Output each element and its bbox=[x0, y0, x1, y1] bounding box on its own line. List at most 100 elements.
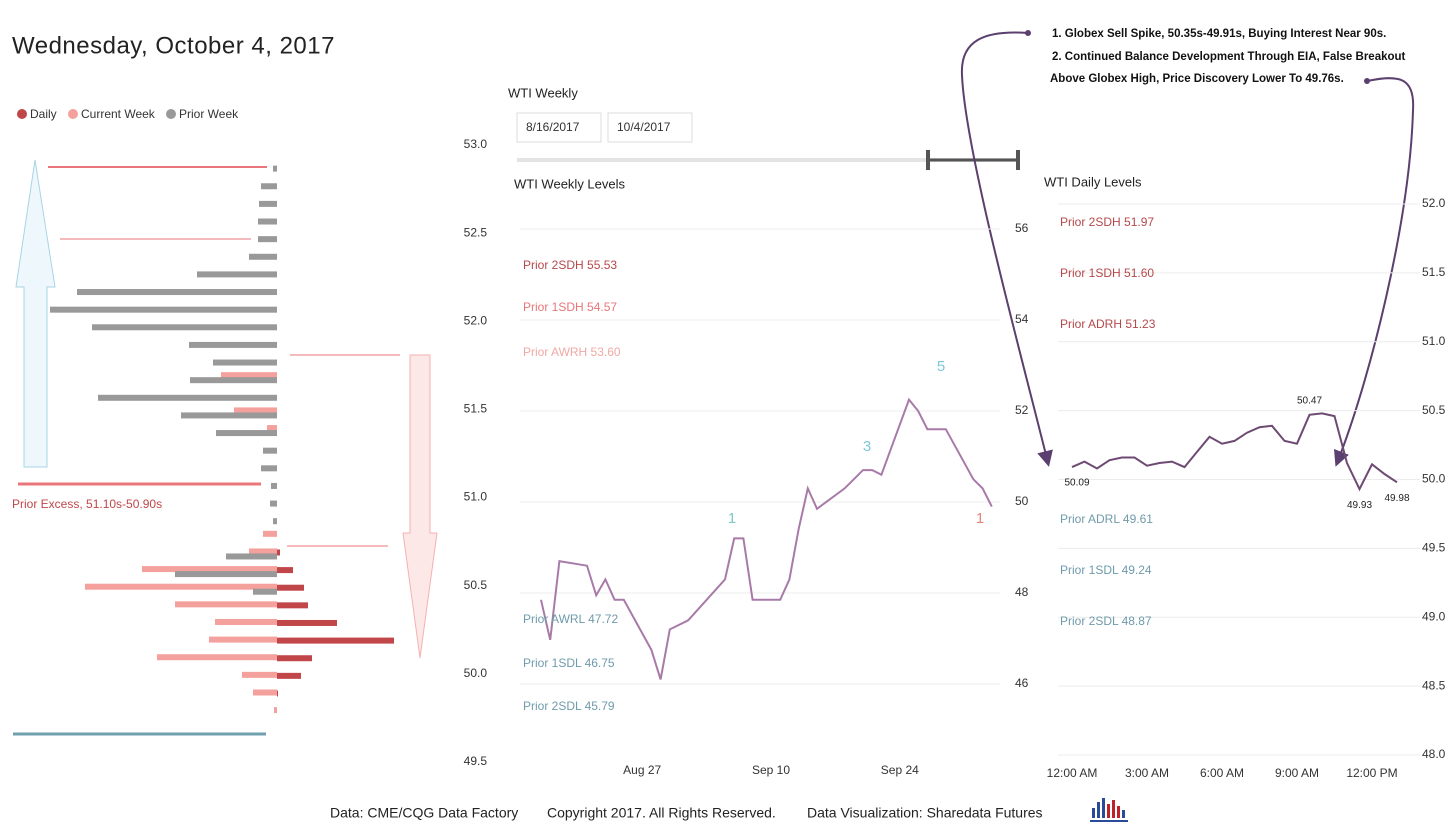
volume-bar bbox=[77, 289, 277, 296]
note: Above Globex High, Price Discovery Lower… bbox=[1050, 73, 1344, 85]
wave-label: 3 bbox=[863, 438, 871, 455]
level-label: Prior AWRH 53.60 bbox=[523, 345, 621, 359]
x-tick-label: 6:00 AM bbox=[1200, 766, 1244, 780]
x-tick-label: Sep 24 bbox=[881, 763, 919, 777]
volume-bar bbox=[258, 218, 277, 225]
volume-bar bbox=[189, 341, 277, 348]
footer-text: Data: CME/CQG Data Factory bbox=[330, 805, 518, 821]
volume-bar bbox=[267, 425, 277, 432]
volume-bar bbox=[190, 377, 277, 384]
y-tick-label: 46 bbox=[1015, 676, 1029, 690]
price-line bbox=[1071, 412, 1398, 492]
legend-swatch bbox=[68, 109, 78, 119]
x-tick-label: Aug 27 bbox=[623, 763, 661, 777]
y-tick-label: 51.5 bbox=[464, 402, 488, 416]
volume-bar bbox=[258, 236, 277, 243]
end-date[interactable]: 10/4/2017 bbox=[617, 120, 671, 134]
legend-swatch bbox=[17, 109, 27, 119]
volume-bar bbox=[98, 394, 277, 401]
price-line bbox=[540, 397, 993, 680]
volume-bar bbox=[197, 271, 277, 278]
volume-bar bbox=[277, 584, 304, 591]
y-tick-label: 50.0 bbox=[464, 666, 488, 680]
volume-bar bbox=[277, 549, 280, 556]
legend-label: Daily bbox=[30, 107, 57, 121]
note-dot bbox=[1025, 30, 1031, 36]
level-label: Prior 2SDL 48.87 bbox=[1060, 614, 1152, 628]
legend-swatch bbox=[166, 109, 176, 119]
volume-bar bbox=[270, 500, 277, 507]
volume-bar bbox=[216, 430, 277, 437]
volume-bar bbox=[50, 306, 277, 313]
y-tick-label: 52.0 bbox=[1422, 196, 1446, 210]
date-box[interactable] bbox=[607, 112, 693, 143]
weekly-title: WTI Weekly Levels bbox=[514, 176, 626, 191]
value-label: 49.98 bbox=[1384, 493, 1409, 504]
volume-bar bbox=[242, 671, 277, 678]
level-label: Prior ADRH 51.23 bbox=[1060, 317, 1156, 331]
volume-bar bbox=[181, 412, 277, 419]
volume-bar bbox=[277, 690, 278, 697]
volume-bar bbox=[249, 253, 277, 260]
volume-bar bbox=[157, 654, 277, 661]
value-label: 50.09 bbox=[1064, 478, 1089, 489]
y-tick-label: 52 bbox=[1015, 403, 1029, 417]
y-tick-label: 48.0 bbox=[1422, 747, 1446, 761]
logo bbox=[1090, 798, 1128, 822]
y-tick-label: 48.5 bbox=[1422, 678, 1446, 692]
y-tick-label: 50.0 bbox=[1422, 472, 1446, 486]
note: 2. Continued Balance Development Through… bbox=[1052, 51, 1406, 63]
volume-bar bbox=[253, 588, 277, 595]
y-tick-label: 51.0 bbox=[464, 490, 488, 504]
volume-bar bbox=[261, 183, 277, 190]
wave-label: 5 bbox=[937, 358, 945, 375]
daily-title: WTI Daily Levels bbox=[1044, 174, 1142, 189]
volume-bar bbox=[249, 548, 277, 555]
volume-bar bbox=[277, 637, 394, 644]
volume-bar bbox=[263, 530, 277, 537]
up-arrow bbox=[15, 159, 56, 468]
level-label: Prior 2SDL 45.79 bbox=[523, 699, 615, 713]
y-tick-label: 48 bbox=[1015, 585, 1029, 599]
volume-bar bbox=[85, 583, 277, 590]
y-tick-label: 51.0 bbox=[1422, 334, 1446, 348]
volume-bar bbox=[221, 372, 277, 379]
y-tick-label: 52.5 bbox=[464, 225, 488, 239]
legend-label: Prior Week bbox=[179, 107, 239, 121]
level-label: Prior 1SDL 49.24 bbox=[1060, 563, 1152, 577]
volume-bar bbox=[226, 553, 277, 560]
volume-bar bbox=[263, 447, 277, 454]
filter-title: WTI Weekly bbox=[508, 85, 578, 100]
volume-bar bbox=[277, 567, 293, 574]
y-tick-label: 49.0 bbox=[1422, 609, 1446, 623]
value-label: 50.47 bbox=[1297, 395, 1322, 406]
note: 1. Globex Sell Spike, 50.35s-49.91s, Buy… bbox=[1052, 28, 1386, 40]
down-arrow bbox=[402, 354, 438, 659]
y-tick-label: 53.0 bbox=[464, 137, 488, 151]
volume-bar bbox=[277, 655, 312, 662]
x-tick-label: 3:00 AM bbox=[1125, 766, 1169, 780]
wave-label: 1 bbox=[728, 510, 736, 527]
y-tick-label: 54 bbox=[1015, 312, 1029, 326]
volume-bar bbox=[259, 200, 277, 207]
y-tick-label: 50.5 bbox=[1422, 403, 1446, 417]
level-label: Prior 1SDH 51.60 bbox=[1060, 266, 1154, 280]
volume-bar bbox=[277, 602, 308, 609]
note-arrow bbox=[1333, 77, 1415, 467]
volume-bar bbox=[209, 636, 277, 643]
date-box[interactable] bbox=[516, 112, 602, 143]
level-label: Prior 1SDL 46.75 bbox=[523, 656, 615, 670]
y-tick-label: 51.5 bbox=[1422, 265, 1446, 279]
y-tick-label: 56 bbox=[1015, 221, 1029, 235]
value-label: 49.93 bbox=[1347, 500, 1372, 511]
level-label: Prior 2SDH 51.97 bbox=[1060, 215, 1154, 229]
start-date[interactable]: 8/16/2017 bbox=[526, 120, 580, 134]
volume-bar bbox=[175, 601, 277, 608]
volume-bar bbox=[142, 566, 277, 573]
volume-bar bbox=[273, 165, 277, 172]
x-tick-label: 9:00 AM bbox=[1275, 766, 1319, 780]
y-tick-label: 50.5 bbox=[464, 578, 488, 592]
level-label: Prior ADRL 49.61 bbox=[1060, 512, 1153, 526]
y-tick-label: 50 bbox=[1015, 494, 1029, 508]
